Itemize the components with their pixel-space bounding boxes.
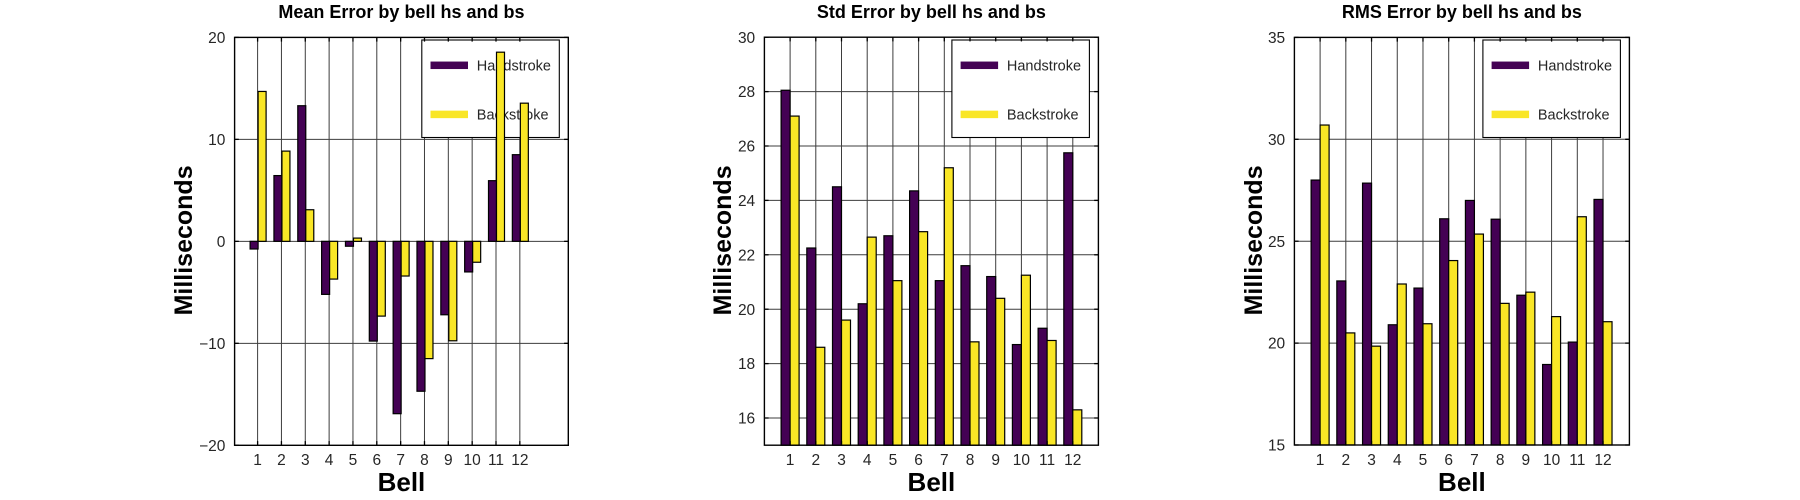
svg-text:4: 4: [1393, 452, 1402, 469]
svg-text:Backstroke: Backstroke: [1007, 108, 1079, 124]
svg-text:30: 30: [1268, 132, 1286, 149]
svg-text:8: 8: [1496, 452, 1505, 469]
svg-text:16: 16: [738, 411, 755, 428]
svg-text:7: 7: [1470, 452, 1479, 469]
svg-text:1: 1: [1316, 452, 1325, 469]
svg-text:−20: −20: [199, 438, 226, 455]
svg-text:9: 9: [444, 452, 453, 469]
svg-text:15: 15: [1268, 438, 1285, 455]
svg-text:12: 12: [1594, 452, 1611, 469]
svg-text:3: 3: [837, 452, 846, 469]
svg-text:4: 4: [325, 452, 334, 469]
svg-text:9: 9: [991, 452, 1000, 469]
svg-text:Milliseconds: Milliseconds: [709, 165, 737, 315]
svg-text:Backstroke: Backstroke: [1538, 108, 1610, 124]
svg-text:Bell: Bell: [378, 467, 426, 497]
svg-text:4: 4: [863, 452, 872, 469]
svg-text:2: 2: [1342, 452, 1351, 469]
svg-text:3: 3: [301, 452, 310, 469]
svg-text:20: 20: [738, 302, 756, 319]
svg-text:RMS Error by bell hs and bs: RMS Error by bell hs and bs: [1342, 2, 1582, 22]
svg-text:18: 18: [738, 356, 755, 373]
svg-text:Milliseconds: Milliseconds: [170, 165, 198, 315]
svg-text:10: 10: [464, 452, 482, 469]
svg-text:Milliseconds: Milliseconds: [1240, 165, 1268, 315]
svg-text:7: 7: [396, 452, 405, 469]
svg-text:30: 30: [738, 30, 756, 47]
svg-text:10: 10: [1543, 452, 1561, 469]
svg-text:0: 0: [217, 234, 226, 251]
svg-text:7: 7: [940, 452, 949, 469]
svg-text:28: 28: [738, 84, 755, 101]
svg-text:20: 20: [1268, 336, 1286, 353]
svg-text:Std Error by bell hs and bs: Std Error by bell hs and bs: [817, 2, 1046, 22]
svg-text:11: 11: [1569, 452, 1585, 469]
svg-text:20: 20: [208, 30, 226, 47]
svg-text:5: 5: [1419, 452, 1428, 469]
svg-text:12: 12: [511, 452, 528, 469]
svg-text:10: 10: [1013, 452, 1031, 469]
svg-text:6: 6: [914, 452, 923, 469]
svg-text:10: 10: [208, 132, 226, 149]
svg-text:6: 6: [1444, 452, 1453, 469]
svg-text:5: 5: [349, 452, 358, 469]
svg-text:11: 11: [488, 452, 504, 469]
svg-text:12: 12: [1064, 452, 1081, 469]
svg-text:−10: −10: [199, 336, 226, 353]
svg-text:Handstroke: Handstroke: [477, 59, 551, 75]
svg-text:35: 35: [1268, 30, 1285, 47]
svg-text:3: 3: [1367, 452, 1376, 469]
svg-text:11: 11: [1039, 452, 1055, 469]
svg-text:24: 24: [738, 193, 756, 210]
svg-text:9: 9: [1522, 452, 1531, 469]
svg-text:1: 1: [786, 452, 795, 469]
svg-text:8: 8: [420, 452, 429, 469]
svg-text:5: 5: [889, 452, 898, 469]
svg-text:Bell: Bell: [1438, 467, 1486, 497]
svg-text:Mean Error by bell hs and bs: Mean Error by bell hs and bs: [278, 2, 524, 22]
svg-text:8: 8: [966, 452, 975, 469]
svg-text:Handstroke: Handstroke: [1538, 59, 1612, 75]
svg-text:6: 6: [372, 452, 381, 469]
svg-text:Handstroke: Handstroke: [1007, 59, 1081, 75]
svg-text:25: 25: [1268, 234, 1285, 251]
svg-text:Backstroke: Backstroke: [477, 108, 549, 124]
svg-text:Bell: Bell: [908, 467, 956, 497]
svg-text:2: 2: [277, 452, 286, 469]
svg-text:2: 2: [811, 452, 820, 469]
svg-text:26: 26: [738, 139, 755, 156]
svg-text:1: 1: [253, 452, 262, 469]
svg-text:22: 22: [738, 247, 755, 264]
